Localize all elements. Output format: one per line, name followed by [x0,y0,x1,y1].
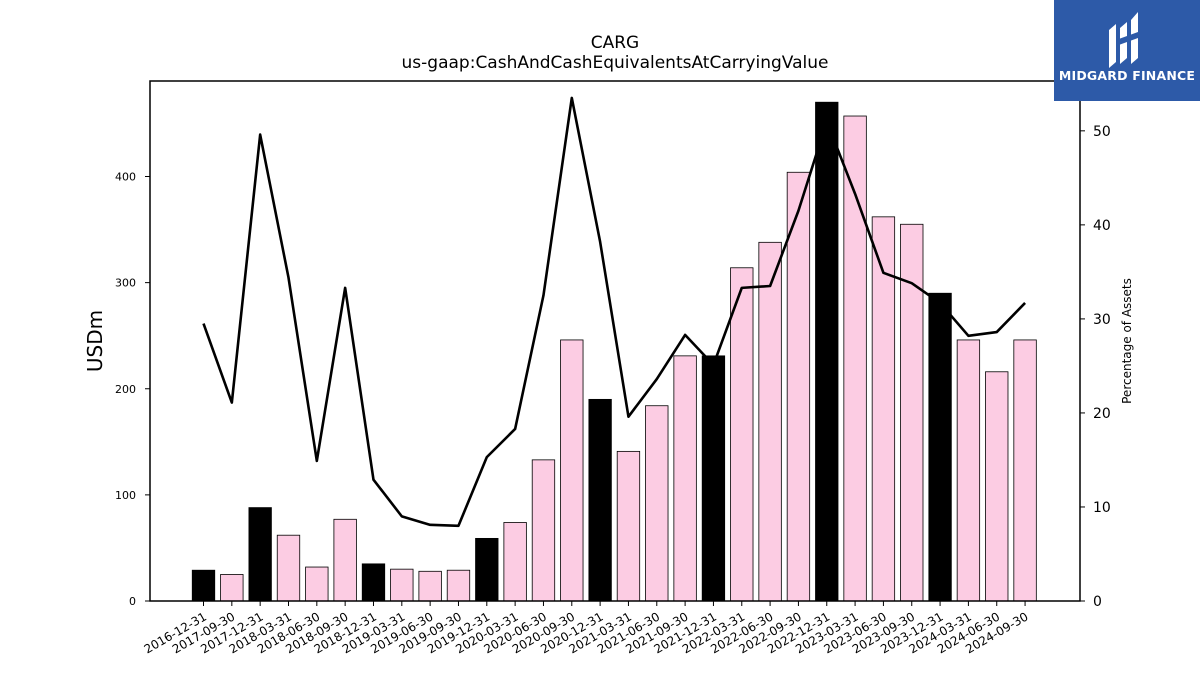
bar [191,569,216,602]
bar [956,339,981,602]
bar [786,171,811,602]
bar [985,371,1009,602]
bar [815,101,839,602]
bar [475,537,499,602]
bar [673,355,697,602]
bar [305,566,329,602]
plot-frame [149,80,1081,602]
y-tick-label: 400 [115,171,136,184]
bar [758,241,782,602]
bar [645,405,669,602]
bar [333,518,357,602]
bar [276,534,301,602]
y-tick-label: 300 [115,277,136,290]
y2-axis-label: Percentage of Assets [1120,278,1134,404]
bar [503,522,527,602]
y-tick-label: 0 [129,595,136,608]
line-layer [202,96,1027,528]
bars-layer [191,101,1037,602]
y2-tick-label: 10 [1093,500,1111,516]
bar [560,339,584,602]
brand-logo: MIDGARD FINANCE [1054,0,1200,101]
left-axis: 0 100 200 300 400 [115,171,150,608]
y-axis-label: USDm [83,310,107,372]
bar [418,570,442,602]
bar [588,398,612,602]
y-tick-label: 100 [115,489,136,502]
chart-subtitle: us-gaap:CashAndCashEquivalentsAtCarrying… [401,53,829,73]
bar [843,115,867,602]
bar [446,569,471,602]
bar [616,450,641,602]
bar [531,459,556,602]
bar [928,292,952,602]
bar [220,574,244,602]
x-axis: 2016-12-312017-09-302017-12-312018-03-31… [142,601,1031,656]
bar [390,568,414,602]
bar [730,267,754,602]
midgard-logo-icon [1109,12,1138,68]
y2-tick-label: 30 [1093,312,1111,328]
bar [1013,339,1037,602]
y2-tick-label: 40 [1093,218,1111,234]
bar [248,507,272,602]
right-axis: 0 10 20 30 40 50 [1080,124,1111,610]
bar [361,563,386,602]
y-tick-label: 200 [115,383,136,396]
y2-tick-label: 0 [1093,594,1102,610]
percentage-of-assets-line [202,96,1027,528]
y2-tick-label: 20 [1093,406,1111,422]
brand-name: MIDGARD FINANCE [1058,68,1196,83]
bar [701,355,726,602]
chart-title: CARG [590,33,640,53]
y2-tick-label: 50 [1093,124,1111,140]
